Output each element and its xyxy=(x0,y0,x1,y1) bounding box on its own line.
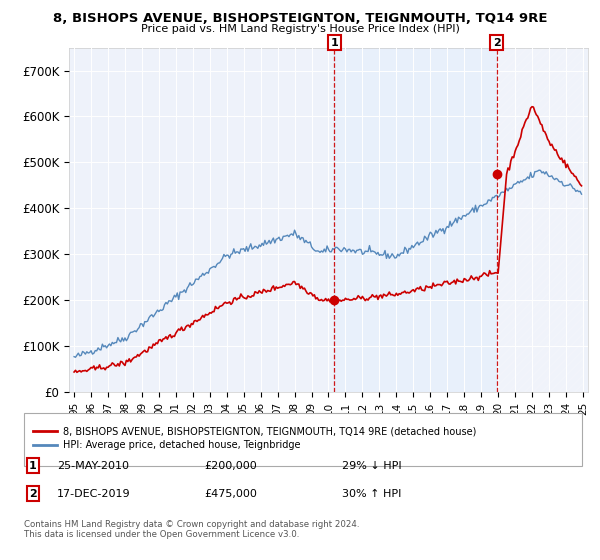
Text: 25-MAY-2010: 25-MAY-2010 xyxy=(57,461,129,471)
Text: 8, BISHOPS AVENUE, BISHOPSTEIGNTON, TEIGNMOUTH, TQ14 9RE (detached house): 8, BISHOPS AVENUE, BISHOPSTEIGNTON, TEIG… xyxy=(63,426,476,436)
Text: 1: 1 xyxy=(29,461,37,471)
Text: £200,000: £200,000 xyxy=(204,461,257,471)
Text: 30% ↑ HPI: 30% ↑ HPI xyxy=(342,489,401,499)
Bar xyxy=(497,48,583,392)
Text: £475,000: £475,000 xyxy=(204,489,257,499)
Text: HPI: Average price, detached house, Teignbridge: HPI: Average price, detached house, Teig… xyxy=(63,440,301,450)
Text: 17-DEC-2019: 17-DEC-2019 xyxy=(57,489,131,499)
Text: Contains HM Land Registry data © Crown copyright and database right 2024.
This d: Contains HM Land Registry data © Crown c… xyxy=(24,520,359,539)
Text: 2: 2 xyxy=(493,38,500,48)
Bar xyxy=(334,48,497,392)
Text: Price paid vs. HM Land Registry's House Price Index (HPI): Price paid vs. HM Land Registry's House … xyxy=(140,24,460,34)
Text: 1: 1 xyxy=(330,38,338,48)
Text: 2: 2 xyxy=(29,489,37,499)
Text: 8, BISHOPS AVENUE, BISHOPSTEIGNTON, TEIGNMOUTH, TQ14 9RE: 8, BISHOPS AVENUE, BISHOPSTEIGNTON, TEIG… xyxy=(53,12,547,25)
Text: 29% ↓ HPI: 29% ↓ HPI xyxy=(342,461,401,471)
